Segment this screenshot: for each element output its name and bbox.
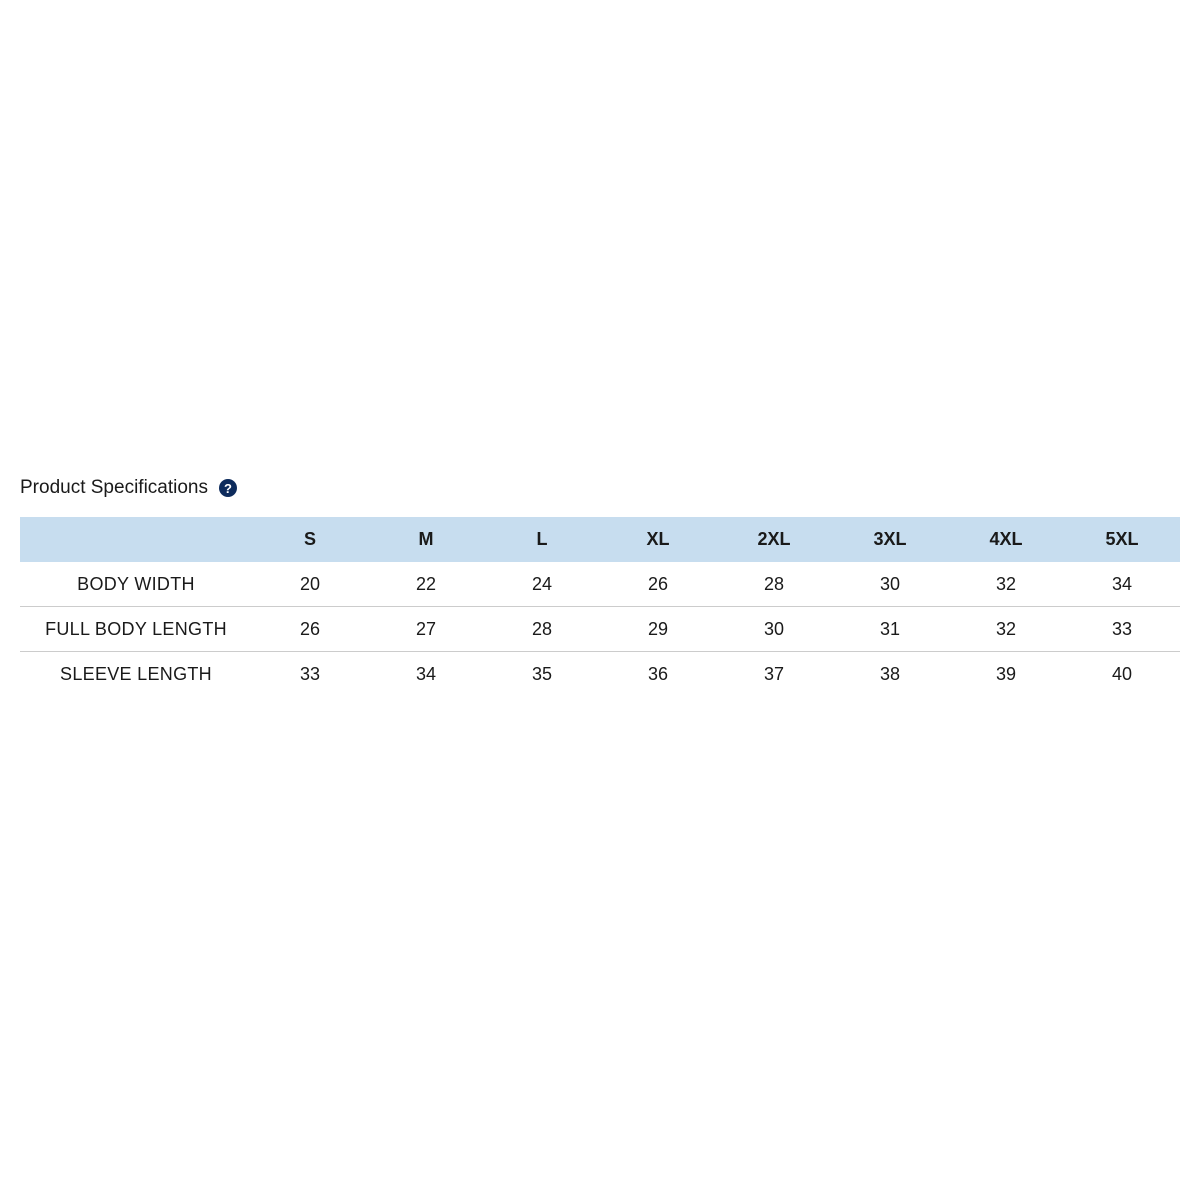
table-cell: 27 bbox=[368, 606, 484, 652]
table-row: FULL BODY LENGTH 26 27 28 29 30 31 32 33 bbox=[20, 606, 1180, 652]
row-label: BODY WIDTH bbox=[77, 573, 195, 594]
table-row: SLEEVE LENGTH 33 34 35 36 37 38 39 40 bbox=[20, 651, 1180, 696]
table-cell: 30 bbox=[716, 606, 832, 652]
question-circle-icon[interactable]: ? bbox=[219, 479, 237, 497]
size-header-5xl: 5XL bbox=[1105, 529, 1139, 549]
table-cell: 24 bbox=[531, 573, 553, 594]
table-cell: 39 bbox=[948, 651, 1064, 696]
size-header-4xl: 4XL bbox=[989, 529, 1023, 549]
table-cell: 28 bbox=[763, 573, 785, 594]
table-cell: 31 bbox=[832, 606, 948, 652]
size-header-l: L bbox=[536, 529, 548, 549]
table-cell: 26 bbox=[647, 573, 669, 594]
table-cell: 34 bbox=[1111, 573, 1133, 594]
table-cell: 36 bbox=[600, 651, 716, 696]
size-header-3xl: 3XL bbox=[873, 529, 907, 549]
table-cell: 28 bbox=[484, 606, 600, 652]
table-cell: 37 bbox=[716, 651, 832, 696]
table-cell: 20 bbox=[299, 573, 321, 594]
size-header-m: M bbox=[418, 529, 434, 549]
row-label: FULL BODY LENGTH bbox=[20, 606, 252, 652]
size-header-s: S bbox=[303, 529, 316, 549]
row-label: SLEEVE LENGTH bbox=[20, 651, 252, 696]
size-header-2xl: 2XL bbox=[757, 529, 791, 549]
product-specifications: Product Specifications ? S M L XL 2XL 3X… bbox=[20, 474, 1180, 696]
table-cell: 33 bbox=[252, 651, 368, 696]
table-cell: 32 bbox=[948, 606, 1064, 652]
specs-title: Product Specifications bbox=[20, 477, 208, 498]
table-cell: 38 bbox=[832, 651, 948, 696]
table-cell: 26 bbox=[252, 606, 368, 652]
table-cell: 30 bbox=[879, 573, 901, 594]
size-header-row: S M L XL 2XL 3XL 4XL 5XL bbox=[20, 517, 1180, 562]
size-chart-table: S M L XL 2XL 3XL 4XL 5XL BODY WIDTH 20 2… bbox=[20, 517, 1180, 696]
specs-header: Product Specifications ? bbox=[20, 474, 1180, 502]
table-cell: 22 bbox=[415, 573, 437, 594]
table-cell: 35 bbox=[484, 651, 600, 696]
table-row: BODY WIDTH 20 22 24 26 28 30 32 34 bbox=[20, 562, 1180, 607]
table-cell: 33 bbox=[1064, 606, 1180, 652]
table-cell: 40 bbox=[1064, 651, 1180, 696]
header-blank-cell bbox=[20, 517, 252, 562]
table-cell: 32 bbox=[995, 573, 1017, 594]
table-cell: 34 bbox=[368, 651, 484, 696]
size-header-xl: XL bbox=[646, 529, 670, 549]
table-cell: 29 bbox=[600, 606, 716, 652]
